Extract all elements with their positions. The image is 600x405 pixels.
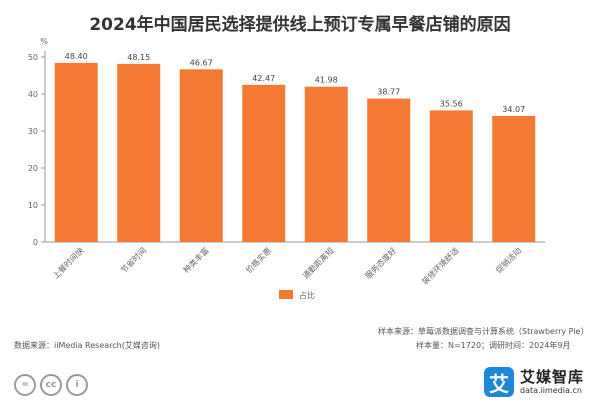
- x-tick-label-0: 上餐时间快: [50, 245, 85, 280]
- sample-size-note: 样本量：N=1720；调研时间：2024年9月: [416, 341, 571, 350]
- cc-license-icon: cc: [40, 374, 62, 396]
- legend-swatch: [279, 290, 293, 299]
- y-tick-label-3: 30: [28, 127, 38, 136]
- bar-7: [492, 115, 536, 242]
- y-tick-label-4: 40: [28, 90, 38, 99]
- x-tick-label-4: 通勤距离短: [300, 245, 335, 280]
- bar-value-label-0: 48.40: [65, 52, 88, 61]
- bar-value-label-2: 46.67: [190, 58, 213, 67]
- brand-logo-icon: 艾: [484, 367, 514, 397]
- bar-value-label-1: 48.15: [127, 53, 150, 62]
- x-tick-label-5: 服务态度好: [363, 245, 398, 280]
- bar-6: [429, 110, 473, 242]
- x-tick-label-7: 促销活动: [493, 245, 523, 275]
- bar-4: [304, 86, 348, 242]
- nd-license-icon: =: [14, 374, 36, 396]
- bar-value-label-7: 34.07: [502, 105, 525, 114]
- bar-value-label-5: 38.77: [377, 88, 400, 97]
- by-license-icon: i: [66, 374, 88, 396]
- data-source-note: 数据来源：iiMedia Research(艾媒咨询): [14, 341, 160, 350]
- x-tick-label-3: 价格实惠: [243, 245, 273, 275]
- bar-5: [367, 98, 411, 243]
- y-tick-label-5: 50: [28, 53, 38, 62]
- x-tick-label-2: 种类丰富: [181, 245, 211, 275]
- y-tick-label-0: 0: [33, 238, 38, 247]
- legend-label: 占比: [299, 290, 315, 300]
- brand-name: 艾媒智库: [520, 368, 585, 386]
- y-tick-label-1: 10: [28, 201, 38, 210]
- bar-3: [242, 84, 286, 243]
- x-tick-label-6: 装修环境舒适: [420, 245, 461, 286]
- sample-source-note: 样本来源：草莓派数据调查与计算系统（Strawberry Pie）: [378, 327, 589, 336]
- y-tick-label-2: 20: [28, 164, 38, 173]
- y-axis-unit: %: [40, 37, 48, 46]
- bar-1: [117, 63, 161, 242]
- bar-2: [179, 69, 223, 242]
- brand-url: data.iimedia.cn: [520, 386, 582, 395]
- bar-0: [54, 62, 98, 242]
- chart-title: 2024年中国居民选择提供线上预订专属早餐店铺的原因: [89, 15, 511, 35]
- bar-value-label-3: 42.47: [252, 74, 275, 83]
- bar-value-label-6: 35.56: [440, 99, 463, 108]
- x-tick-label-1: 节省时间: [118, 245, 148, 275]
- bar-value-label-4: 41.98: [315, 76, 338, 85]
